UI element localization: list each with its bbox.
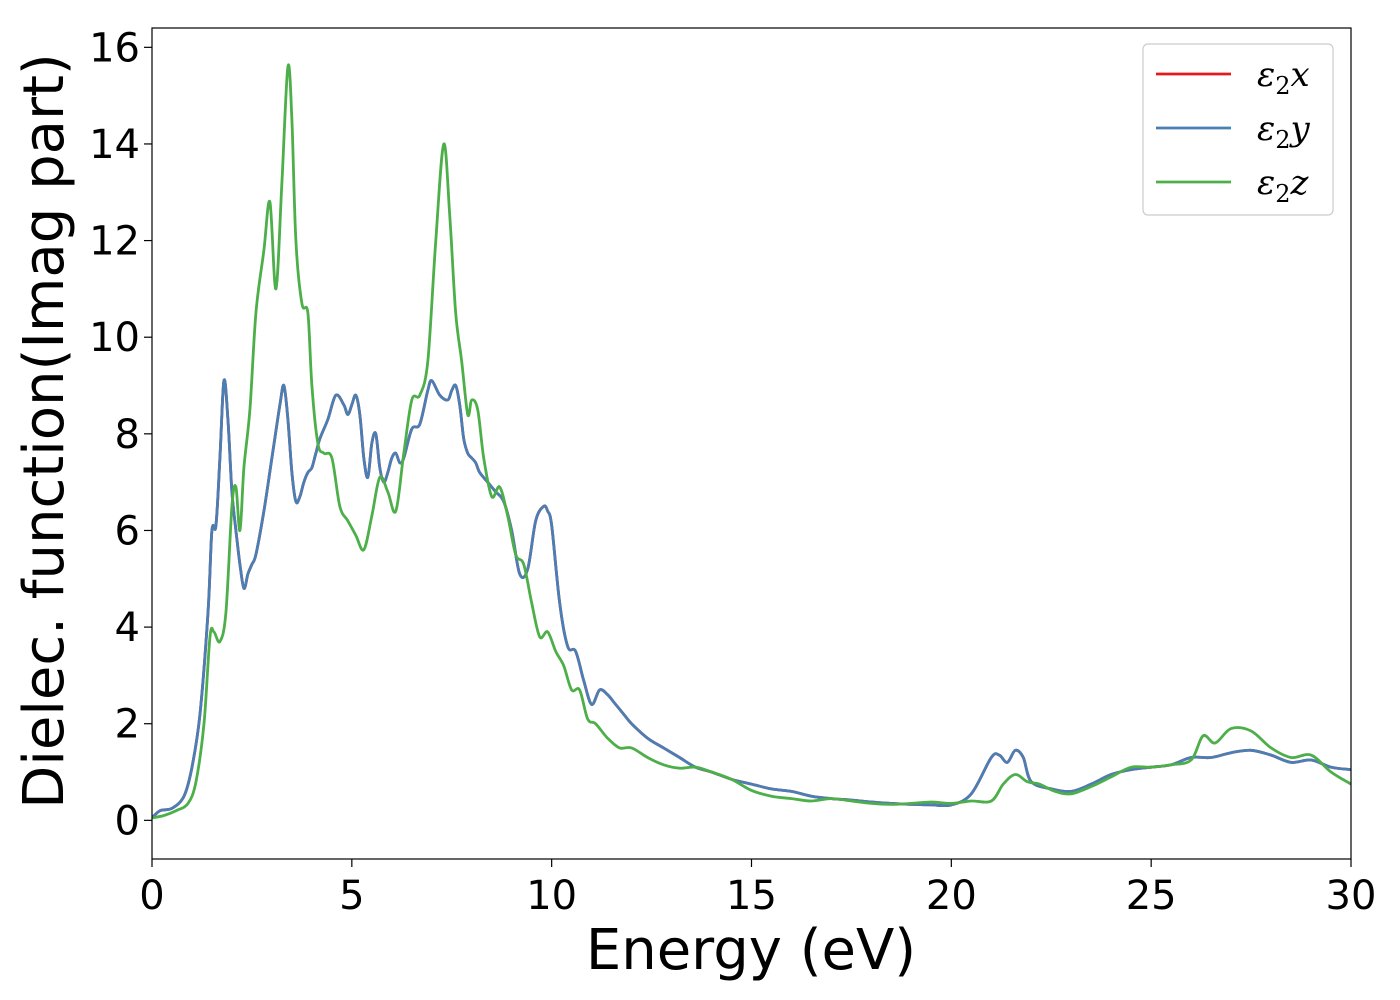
legend-label-z: ε2z: [1257, 163, 1310, 208]
y-tick-label: 16: [89, 25, 140, 71]
y-axis-title: Dielec. function(Imag part): [12, 53, 77, 809]
legend-label-x: ε2x: [1257, 55, 1310, 100]
x-axis-ticks: 0 5 10 15 20 25 30: [139, 859, 1376, 919]
series-line-z: [152, 63, 1351, 820]
y-tick-label: 0: [115, 798, 140, 844]
x-tick-label: 20: [926, 873, 977, 919]
x-tick-label: 15: [726, 873, 777, 919]
y-tick-label: 12: [89, 219, 140, 265]
y-axis-ticks: 0 2 4 6 8 10 12 14 16: [89, 25, 152, 844]
x-tick-label: 25: [1126, 873, 1177, 919]
x-tick-label: 10: [526, 873, 577, 919]
y-tick-label: 8: [115, 412, 140, 458]
series-line-y: [152, 378, 1351, 819]
x-tick-label: 0: [139, 873, 164, 919]
series-line-x: [152, 378, 1351, 819]
y-tick-label: 2: [115, 702, 140, 748]
legend-label-y: ε2y: [1257, 109, 1311, 154]
x-axis-title: Energy (eV): [586, 918, 916, 983]
y-tick-label: 10: [89, 315, 140, 361]
legend-box: [1142, 43, 1334, 216]
y-tick-label: 6: [115, 508, 140, 554]
y-tick-label: 4: [115, 605, 140, 651]
x-tick-label: 5: [339, 873, 364, 919]
y-tick-label: 14: [89, 122, 140, 168]
x-tick-label: 30: [1326, 873, 1377, 919]
legend: ε2x ε2y ε2z: [1142, 43, 1334, 216]
series-lines: [152, 63, 1351, 820]
